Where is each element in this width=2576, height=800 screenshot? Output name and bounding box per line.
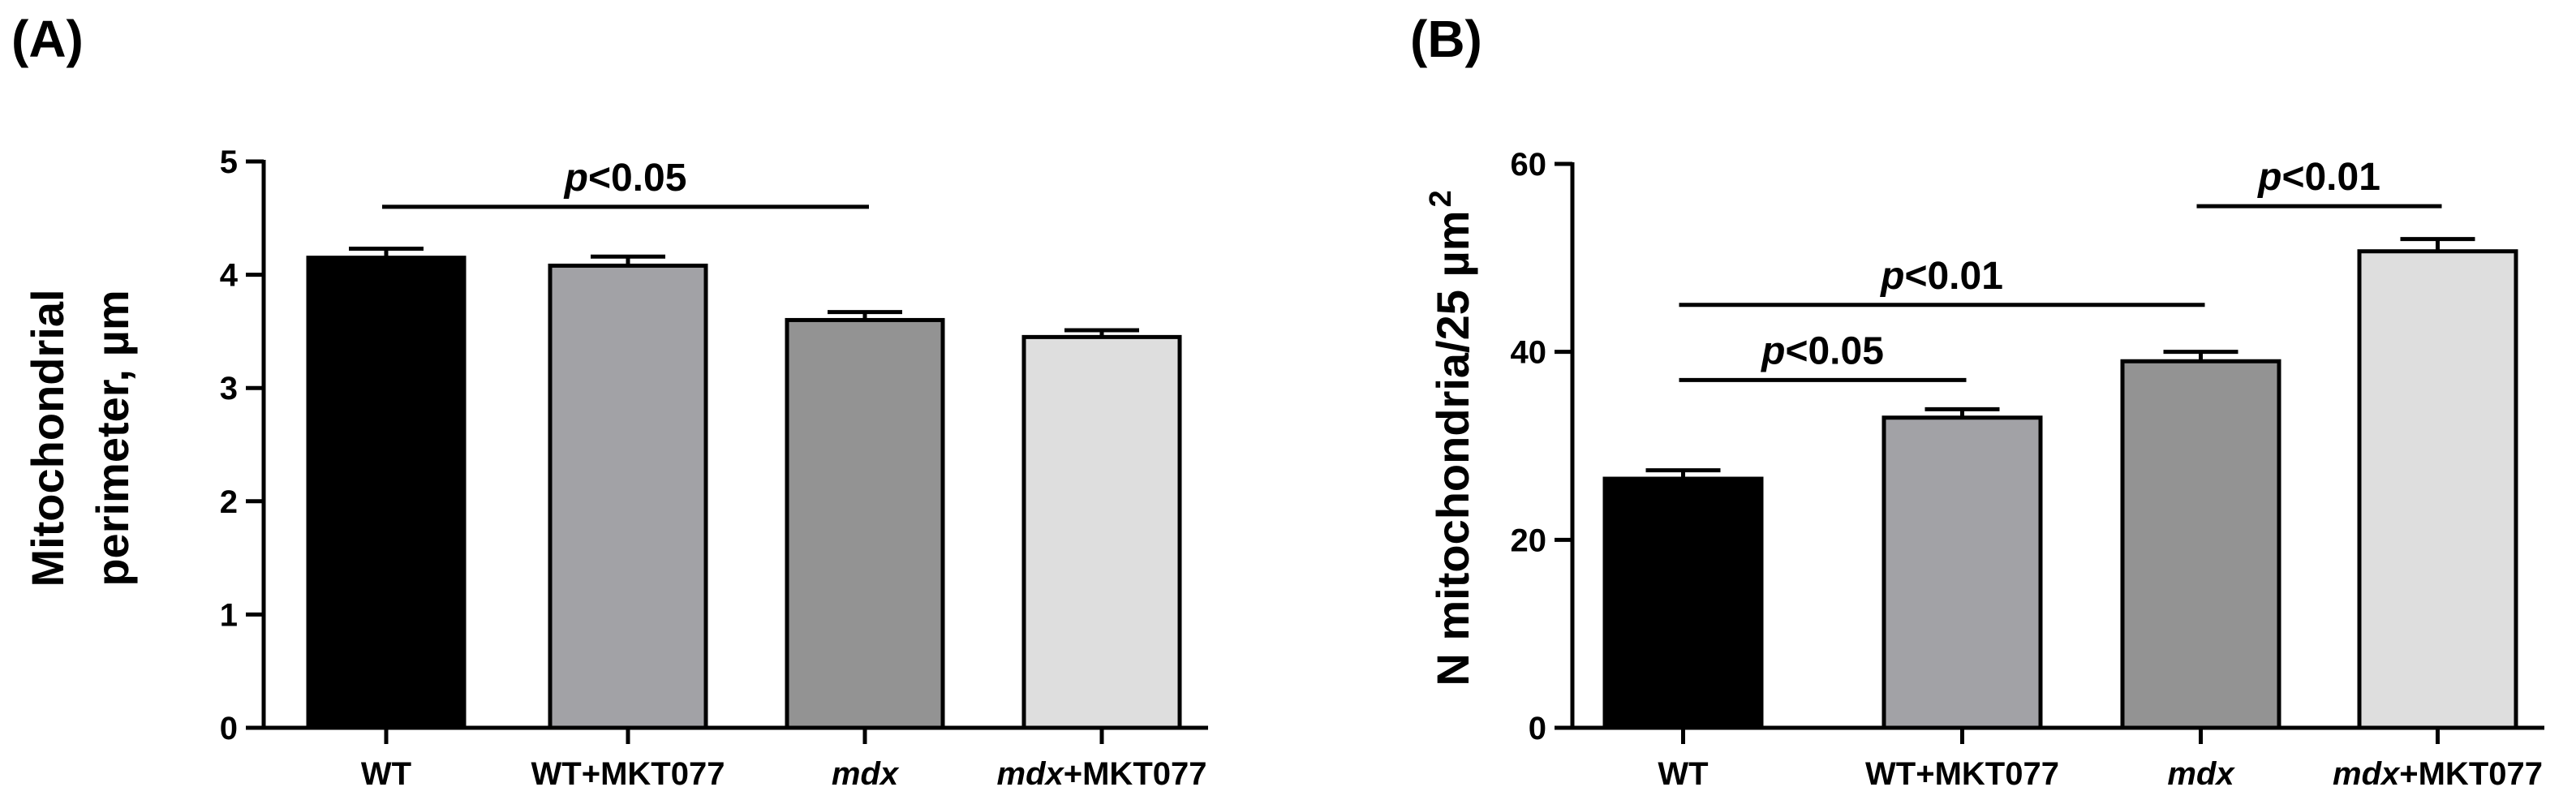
category-label: WT [1658,756,1708,792]
bar [548,263,708,730]
category-label-part: WT [361,756,411,792]
bar [1602,476,1764,730]
y-tick-label: 0 [220,711,238,746]
y-tick-label: 2 [220,484,238,520]
y-tick-label: 3 [220,371,238,406]
y-axis-title: N mitochondria/25 µm 2 [1424,190,1478,686]
significance-label: p<0.05 [563,157,687,200]
category-label: mdx [2167,756,2235,792]
category-label-part: mdx [997,756,1065,792]
bar [1881,415,2043,730]
significance-p: p [1879,255,1904,298]
significance-p: p [563,157,588,200]
category-label: WT+MKT077 [1865,756,2059,792]
y-tick-label: 5 [220,144,238,180]
y-tick-label: 0 [1529,711,1546,746]
category-label-part: mdx [832,756,900,792]
significance-value: <0.01 [1904,255,2002,298]
significance-p: p [1760,329,1785,372]
significance-value: <0.01 [2281,156,2380,199]
category-label: WT+MKT077 [531,756,725,792]
bar [785,317,945,730]
significance-value: <0.05 [1785,329,1883,372]
y-tick-label: 20 [1511,523,1547,558]
category-label-part: mdx [2167,756,2235,792]
panel-label: (A) [11,10,84,68]
category-label-part: WT+MKT077 [531,756,725,792]
category-label-part: mdx [2333,756,2401,792]
y-tick-label: 1 [220,597,238,633]
category-label-part: WT [1658,756,1708,792]
significance-p: p [2256,156,2281,199]
category-label: mdx+MKT077 [2333,756,2543,792]
significance-label: p<0.05 [1760,329,1884,372]
y-axis-title-line: perimeter, µm [87,290,138,586]
significance-label: p<0.01 [2256,156,2380,199]
bar [2120,359,2281,730]
bar [306,256,467,730]
category-label-part: +MKT077 [2399,756,2543,792]
category-label: mdx+MKT077 [997,756,1207,792]
bar [2357,249,2518,730]
category-label: WT [361,756,411,792]
category-label-part: WT+MKT077 [1865,756,2059,792]
y-axis-title-line: Mitochondrial [22,289,73,587]
panel-label: (B) [1410,10,1482,68]
significance-label: p<0.01 [1879,255,2003,298]
y-axis-title-main: N mitochondria/25 µm [1427,211,1478,686]
y-tick-label: 40 [1511,335,1547,371]
significance-value: <0.05 [588,157,686,200]
category-label: mdx [832,756,900,792]
y-tick-label: 4 [220,258,239,294]
y-tick-label: 60 [1511,147,1547,183]
y-axis-title-superscript: 2 [1424,190,1458,207]
panel-a: (A) Mitochondrial perimeter, µm 0 1 2 3 4 5 WT WT+… [11,10,1208,792]
category-label-part: +MKT077 [1064,756,1207,792]
bar [1021,334,1182,730]
